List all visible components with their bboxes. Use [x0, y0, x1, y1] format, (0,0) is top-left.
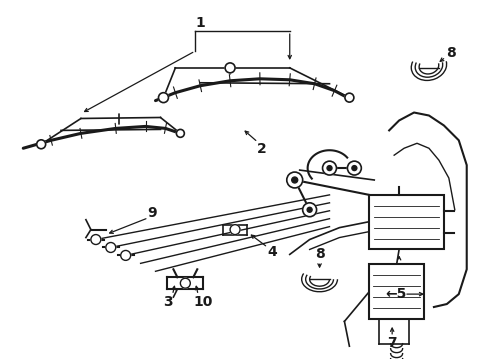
Text: 8: 8: [314, 247, 324, 261]
Text: 10: 10: [193, 295, 212, 309]
Circle shape: [224, 63, 235, 73]
Circle shape: [344, 93, 353, 102]
Circle shape: [91, 235, 101, 244]
Text: 7: 7: [386, 336, 396, 350]
Circle shape: [176, 129, 184, 137]
Circle shape: [286, 172, 302, 188]
Circle shape: [37, 140, 45, 149]
Text: 8: 8: [445, 46, 455, 60]
Text: 1: 1: [195, 16, 204, 30]
Circle shape: [322, 161, 336, 175]
Circle shape: [121, 251, 130, 260]
Circle shape: [346, 161, 361, 175]
Text: 6: 6: [393, 262, 403, 276]
Circle shape: [158, 93, 168, 103]
Circle shape: [326, 166, 331, 171]
Text: 4: 4: [266, 246, 276, 260]
Text: ←5: ←5: [385, 287, 406, 301]
Circle shape: [230, 225, 240, 235]
Circle shape: [306, 207, 311, 212]
Bar: [368, 195, 443, 249]
Circle shape: [291, 177, 297, 183]
Bar: [368, 264, 423, 319]
Circle shape: [180, 278, 190, 288]
Text: 2: 2: [257, 142, 266, 156]
Text: 9: 9: [147, 206, 157, 220]
Circle shape: [351, 166, 356, 171]
Text: 3: 3: [163, 295, 173, 309]
Circle shape: [302, 203, 316, 217]
Circle shape: [105, 243, 116, 252]
